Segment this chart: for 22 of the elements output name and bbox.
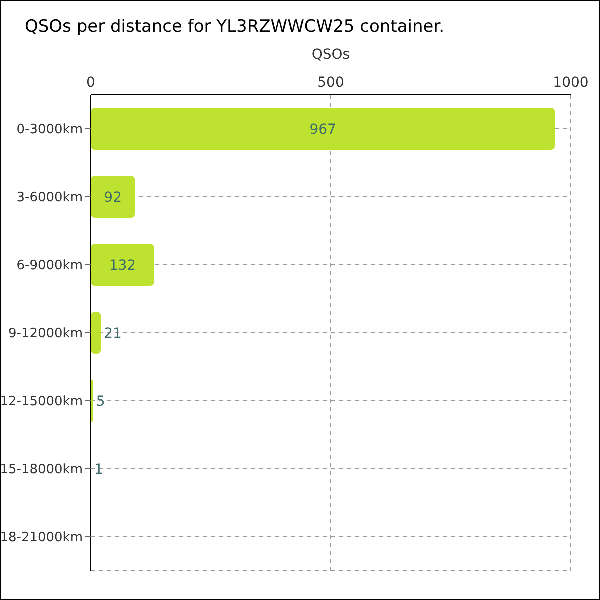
data-label: 967 bbox=[310, 122, 336, 138]
x-axis-title: QSOs bbox=[312, 46, 350, 63]
data-label: 92 bbox=[104, 190, 122, 206]
x-tick-label: 0 bbox=[86, 75, 96, 91]
data-label: 132 bbox=[109, 258, 136, 274]
x-tick-label: 1000 bbox=[553, 75, 589, 91]
y-tick-label: 15-18000km bbox=[0, 462, 83, 478]
bar bbox=[91, 312, 102, 354]
y-tick-label: 12-15000km bbox=[0, 394, 83, 410]
bar bbox=[91, 176, 136, 218]
x-tick-label: 500 bbox=[318, 75, 344, 91]
y-tick-label: 6-9000km bbox=[16, 258, 83, 274]
chart-title: QSOs per distance for YL3RZWWCW25 container. bbox=[25, 17, 445, 37]
y-tick-label: 9-12000km bbox=[8, 326, 83, 342]
y-tick-label: 3-6000km bbox=[16, 190, 83, 206]
data-label: 5 bbox=[96, 394, 106, 410]
bar bbox=[91, 244, 154, 286]
y-tick-label: 18-21000km bbox=[0, 530, 83, 546]
data-label: 21 bbox=[104, 326, 122, 342]
y-tick-label: 0-3000km bbox=[16, 122, 83, 138]
data-label: 1 bbox=[94, 462, 104, 478]
bar bbox=[91, 108, 556, 150]
